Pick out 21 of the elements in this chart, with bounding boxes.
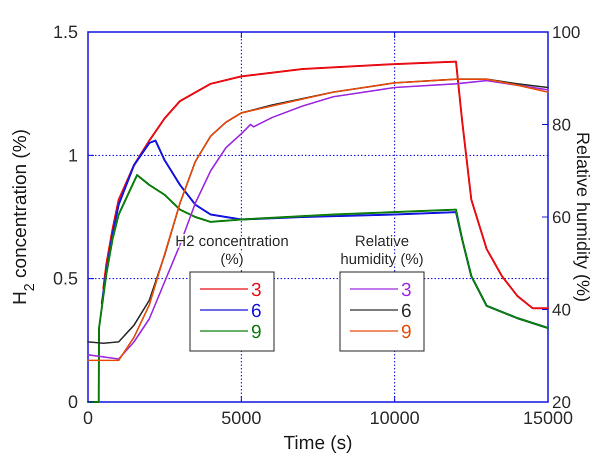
line-series xyxy=(87,174,549,403)
y-tick-label: 1.5 xyxy=(52,22,78,42)
x-axis-title: Time (s) xyxy=(284,433,352,454)
text: Relative humidity (%) xyxy=(573,132,593,302)
legend-label: 3 xyxy=(401,280,412,301)
legend-label: 3 xyxy=(251,280,262,301)
x-tick-label: 10000 xyxy=(370,408,420,428)
y-tick-label: 0 xyxy=(68,392,78,412)
y2-tick-label: 60 xyxy=(552,208,571,227)
y-tick-label: 1 xyxy=(68,145,78,166)
x-tick-label: 5000 xyxy=(221,408,262,428)
legend-label: 6 xyxy=(401,301,412,322)
x-tick-label: 0 xyxy=(82,408,94,428)
y2-tick-label: 40 xyxy=(552,300,571,320)
legend-label: 6 xyxy=(251,301,262,322)
legend-label: 9 xyxy=(401,322,412,343)
y-tick-label: 0.5 xyxy=(52,268,78,289)
y2-tick-label: 80 xyxy=(552,116,571,134)
y2-tick-label: 100 xyxy=(552,23,580,42)
y2-axis-title: Relative humidity (%) xyxy=(340,233,424,268)
legend-label: 9 xyxy=(251,322,262,343)
